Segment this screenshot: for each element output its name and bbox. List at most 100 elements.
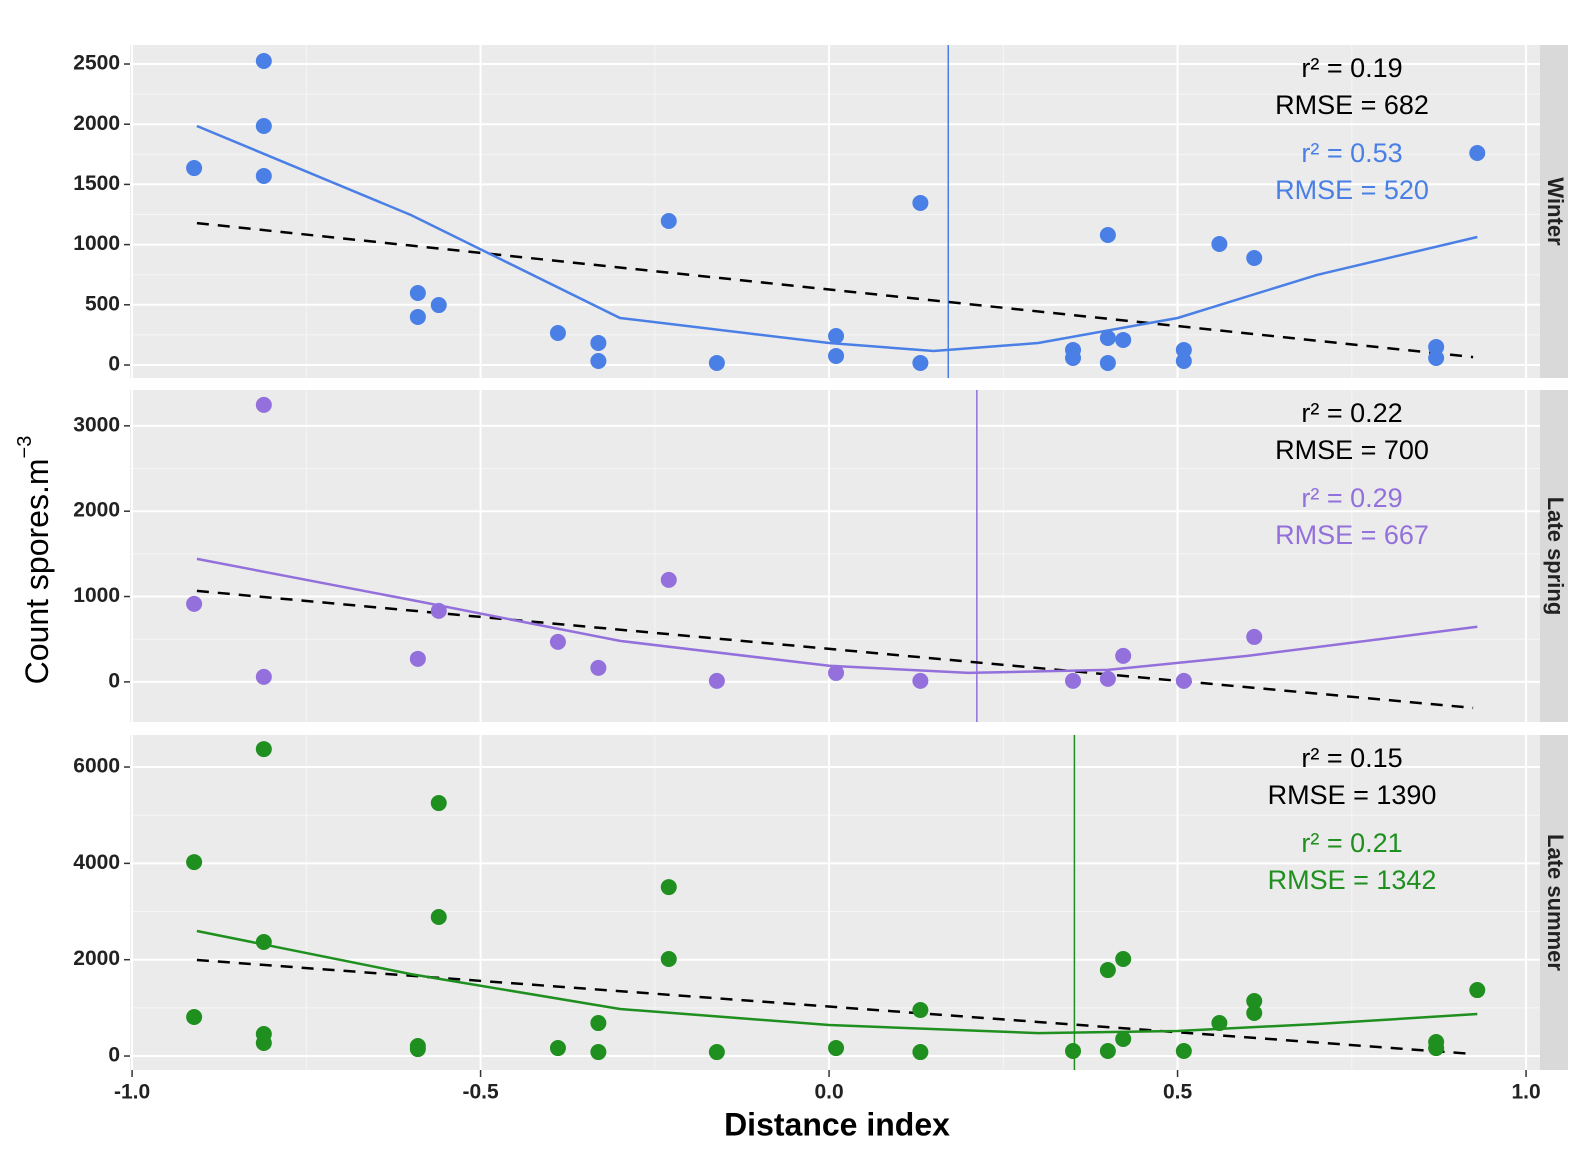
y-tick-label: 3000: [73, 413, 120, 436]
data-point: [708, 354, 725, 371]
data-point: [1211, 236, 1228, 253]
data-point: [660, 879, 677, 896]
data-point: [255, 118, 272, 135]
data-point: [1469, 982, 1486, 999]
data-point: [1175, 1043, 1192, 1060]
x-axis-label: Distance index: [724, 1106, 950, 1142]
data-point: [430, 795, 447, 812]
data-point: [912, 354, 929, 371]
data-point: [409, 308, 426, 325]
annotation: r² = 0.15: [1301, 743, 1402, 773]
data-point: [1115, 951, 1132, 968]
data-point: [1469, 144, 1486, 161]
data-point: [590, 1015, 607, 1032]
y-tick-label: 0: [108, 353, 120, 376]
y-tick-label: 2500: [73, 52, 120, 75]
annotation: r² = 0.29: [1301, 483, 1402, 513]
annotation: RMSE = 520: [1275, 175, 1429, 205]
data-point: [660, 571, 677, 588]
data-point: [828, 347, 845, 364]
data-point: [590, 353, 607, 370]
data-point: [186, 595, 203, 612]
facet-strip: [1540, 45, 1568, 378]
data-point: [708, 1044, 725, 1061]
facet-strip-label: Winter: [1543, 177, 1568, 246]
y-tick-label: 0: [108, 1044, 120, 1067]
data-point: [1246, 628, 1263, 645]
data-point: [1099, 226, 1116, 243]
data-point: [1099, 330, 1116, 347]
data-point: [430, 297, 447, 314]
annotation: RMSE = 1390: [1268, 780, 1437, 810]
annotation: RMSE = 667: [1275, 520, 1429, 550]
linear-fit: [196, 958, 1474, 1056]
data-point: [660, 213, 677, 230]
data-point: [912, 672, 929, 689]
data-point: [430, 602, 447, 619]
y-tick-label: 500: [85, 292, 120, 315]
facet-strip-label: Late spring: [1543, 497, 1568, 616]
annotation: RMSE = 700: [1275, 435, 1429, 465]
linear-fit: [196, 221, 1474, 359]
x-tick-label: 0.0: [814, 1081, 843, 1104]
data-point: [708, 672, 725, 689]
data-point: [828, 664, 845, 681]
x-tick-label: 1.0: [1511, 1081, 1540, 1104]
data-point: [255, 1035, 272, 1052]
data-point: [1099, 962, 1116, 979]
data-point: [1211, 1015, 1228, 1032]
x-tick-label: -1.0: [114, 1081, 150, 1104]
data-point: [430, 909, 447, 926]
data-point: [1246, 993, 1263, 1010]
x-tick-label: 0.5: [1163, 1081, 1193, 1104]
data-point: [1428, 1040, 1445, 1057]
data-point: [186, 1009, 203, 1026]
data-point: [409, 285, 426, 302]
facet-strip-label: Late summer: [1543, 834, 1568, 971]
data-point: [255, 167, 272, 184]
data-point: [590, 334, 607, 351]
data-point: [1175, 353, 1192, 370]
data-point: [549, 1040, 566, 1057]
y-tick-label: 1000: [73, 584, 120, 607]
quadratic-fit: [196, 557, 1478, 675]
data-point: [1115, 647, 1132, 664]
y-axis-label: Count spores.m−3: [14, 436, 55, 685]
y-axis-label-text: Count spores.m: [19, 458, 55, 684]
data-point: [255, 668, 272, 685]
data-point: [1175, 672, 1192, 689]
y-tick-label: 2000: [73, 112, 120, 135]
data-point: [255, 396, 272, 413]
y-tick-label: 2000: [73, 499, 120, 522]
data-point: [409, 1041, 426, 1058]
panel-background: [130, 45, 1540, 378]
y-tick-label: 1500: [73, 172, 120, 195]
data-point: [590, 659, 607, 676]
data-point: [255, 741, 272, 758]
x-tick-label: -0.5: [462, 1081, 499, 1104]
data-point: [828, 1040, 845, 1057]
annotation: r² = 0.53: [1301, 138, 1402, 168]
data-point: [186, 160, 203, 177]
y-axis-label-superscript: −3: [14, 436, 36, 459]
data-point: [912, 1044, 929, 1061]
annotation: r² = 0.22: [1301, 398, 1402, 428]
data-point: [1099, 354, 1116, 371]
data-point: [255, 934, 272, 951]
data-point: [549, 633, 566, 650]
data-point: [1428, 338, 1445, 355]
data-point: [912, 194, 929, 211]
y-tick-label: 2000: [73, 947, 120, 970]
data-point: [1115, 331, 1132, 348]
data-point: [828, 327, 845, 344]
linear-fit: [196, 589, 1474, 710]
annotation: RMSE = 682: [1275, 90, 1429, 120]
data-point: [590, 1044, 607, 1061]
data-point: [1099, 670, 1116, 687]
y-tick-label: 6000: [73, 755, 120, 778]
data-point: [1065, 1043, 1082, 1060]
data-point: [1246, 249, 1263, 266]
y-tick-label: 1000: [73, 232, 120, 255]
data-point: [1175, 341, 1192, 358]
data-point: [912, 1002, 929, 1019]
